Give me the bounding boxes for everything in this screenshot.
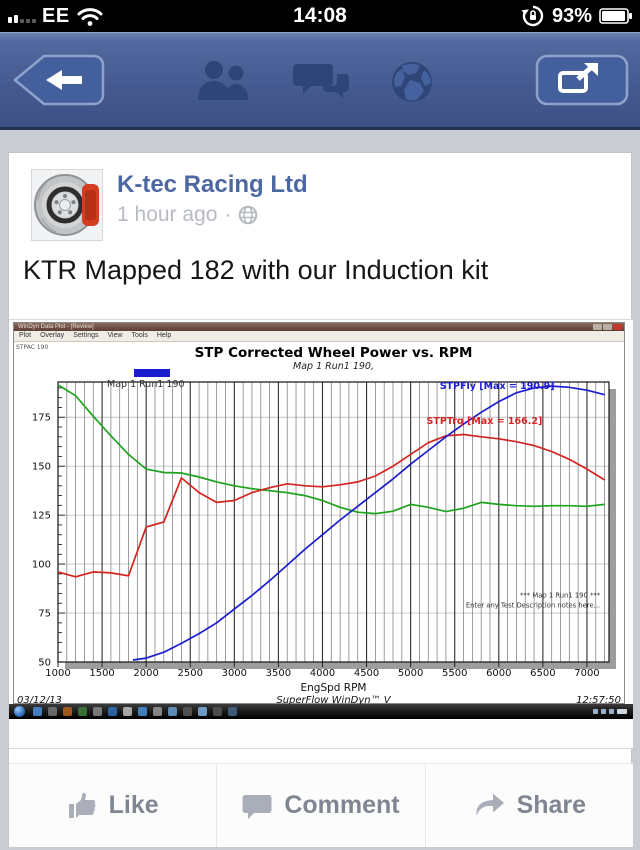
comment-button[interactable]: Comment	[216, 764, 424, 847]
notifications-globe-icon[interactable]	[388, 58, 436, 106]
legend-label: Map 1 Run1 190	[107, 379, 185, 390]
post-timestamp: 1 hour ago	[117, 203, 218, 226]
share-arrow-icon	[558, 63, 598, 93]
footer-date: 03/12/13	[17, 695, 62, 705]
back-arrow-icon	[46, 70, 82, 90]
legend-swatch	[134, 369, 170, 377]
menu-item: Settings	[73, 332, 99, 339]
series-STPTrq	[57, 433, 606, 578]
share-arrow-icon	[475, 793, 504, 815]
minimize-icon	[593, 324, 602, 330]
friends-icon[interactable]	[192, 58, 254, 102]
close-icon	[613, 324, 622, 330]
x-tick-label: 6000	[486, 668, 511, 679]
back-button[interactable]	[10, 53, 106, 107]
messages-icon[interactable]	[293, 60, 351, 102]
window-sub-label: STPAC 190	[16, 344, 48, 351]
taskbar-icons	[33, 707, 237, 716]
x-tick-label: 5000	[398, 668, 423, 679]
x-tick-label: 1000	[45, 668, 70, 679]
menu-item: Tools	[131, 332, 148, 339]
battery-icon	[599, 8, 632, 24]
window-title: WinDyn Data Plot - [Review]	[18, 324, 94, 330]
menu-item: Overlay	[40, 332, 65, 339]
window-titlebar: WinDyn Data Plot - [Review]	[14, 323, 624, 331]
facebook-navbar	[0, 32, 640, 130]
post-photo[interactable]: WinDyn Data Plot - [Review] Plot Overlay S…	[9, 319, 633, 749]
x-tick-label: 2000	[133, 668, 158, 679]
maximize-icon	[603, 324, 612, 330]
carrier-label: EE	[42, 4, 70, 27]
x-tick-label: 6500	[530, 668, 555, 679]
dyno-chart: STPAC 190 STP Corrected Wheel Power vs. R…	[16, 344, 621, 705]
comment-bubble-icon	[242, 794, 272, 819]
wifi-icon	[77, 8, 103, 26]
y-tick-label: 125	[32, 511, 51, 522]
x-axis-label: EngSpd RPM	[301, 682, 367, 694]
action-bar: Like Comment Share	[9, 763, 633, 847]
footer-app-name: SuperFlow WinDyn™ V	[276, 695, 391, 705]
chart-subtitle: Map 1 Run1 190,	[293, 361, 374, 372]
signal-strength-icon	[8, 9, 36, 23]
x-tick-label: 3500	[266, 668, 291, 679]
share-button[interactable]	[534, 53, 630, 107]
x-tick-label: 2500	[178, 668, 203, 679]
x-tick-label: 3000	[222, 668, 247, 679]
x-tick-label: 1500	[89, 668, 114, 679]
system-tray	[593, 709, 627, 714]
y-tick-label: 150	[32, 462, 51, 473]
post-card: K-tec Racing Ltd 1 hour ago · KTR Mapped…	[8, 152, 633, 847]
chart-title: STP Corrected Wheel Power vs. RPM	[195, 345, 473, 361]
clock: 14:08	[293, 4, 347, 27]
windows-taskbar	[9, 704, 633, 719]
rotation-lock-icon	[521, 5, 544, 27]
x-tick-label: 4500	[354, 668, 379, 679]
window-menubar: Plot Overlay Settings View Tools Help	[14, 331, 624, 342]
series-annotation: STPFly [Max = 190.9]	[440, 381, 555, 392]
status-bar: EE 14:08 93%	[0, 0, 640, 32]
avatar[interactable]	[31, 169, 103, 241]
chart-note: Enter any Test Description notes here...	[466, 601, 600, 609]
x-tick-label: 4000	[310, 668, 335, 679]
footer-time: 12:57:50	[576, 695, 621, 705]
x-tick-label: 7000	[574, 668, 599, 679]
like-button[interactable]: Like	[9, 764, 216, 847]
y-tick-label: 50	[38, 658, 51, 669]
post-text: KTR Mapped 182 with our Induction kit	[23, 255, 489, 285]
post-meta: 1 hour ago ·	[117, 203, 258, 227]
y-tick-label: 100	[32, 560, 51, 571]
y-tick-label: 75	[38, 609, 51, 620]
series-Run1-190-overlay	[57, 384, 605, 515]
battery-percent: 93%	[551, 4, 592, 27]
public-globe-icon	[239, 205, 258, 225]
x-tick-label: 5500	[442, 668, 467, 679]
windyn-window: WinDyn Data Plot - [Review] Plot Overlay S…	[13, 322, 625, 705]
series-annotation: STPTrq [Max = 166.2]	[427, 416, 543, 427]
like-thumb-icon	[68, 792, 96, 818]
menu-item: View	[107, 332, 123, 339]
menu-item: Help	[156, 332, 172, 339]
series-STPFly	[132, 385, 605, 661]
share-post-button[interactable]: Share	[424, 764, 633, 847]
y-tick-label: 175	[32, 413, 51, 424]
chart-note: *** Map 1 Run1 190 ***	[520, 591, 601, 599]
start-orb-icon	[14, 706, 25, 717]
menu-item: Plot	[19, 332, 32, 339]
post-author[interactable]: K-tec Racing Ltd	[117, 171, 308, 198]
